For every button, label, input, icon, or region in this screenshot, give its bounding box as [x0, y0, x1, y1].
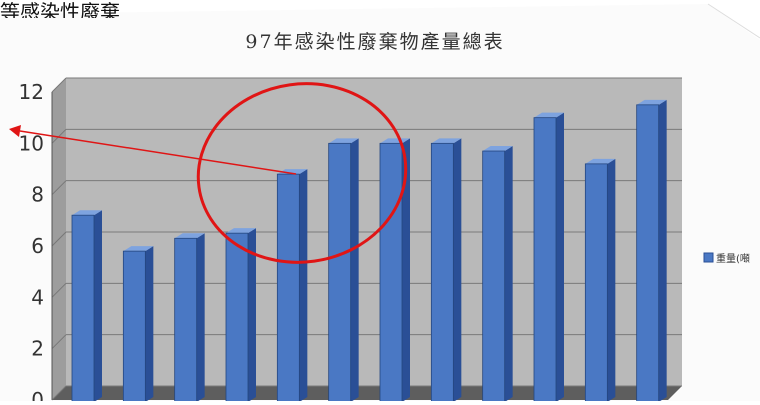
- bar-top-face: [534, 112, 564, 118]
- chart-title: 97年感染性廢棄物產量總表: [245, 31, 504, 53]
- bar-front-face: [533, 117, 557, 403]
- bar-top-face: [431, 138, 462, 144]
- bar-4: [225, 228, 256, 403]
- bar-side-face: [196, 233, 205, 402]
- page-caption: 等感染性廢棄: [0, 0, 120, 18]
- legend-swatch: [703, 252, 714, 263]
- y-tick-label: 4: [31, 285, 44, 309]
- bar-top-face: [72, 210, 102, 216]
- bar-top-face: [174, 233, 205, 239]
- bar-front-face: [584, 163, 608, 403]
- chart-floor: [52, 386, 682, 400]
- bar-6: [328, 138, 359, 403]
- annotation-arrow-head: [9, 125, 21, 137]
- bar-9: [482, 146, 513, 403]
- bar-side-face: [299, 169, 308, 402]
- bar-top-face: [482, 146, 513, 152]
- bar-front-face: [482, 150, 506, 403]
- bar-side-face: [453, 138, 462, 403]
- bar-front-face: [71, 214, 95, 403]
- bar-3: [174, 233, 205, 403]
- bar-10: [533, 112, 564, 403]
- bar-5: [276, 169, 308, 403]
- bar-side-face: [248, 228, 256, 402]
- gridline-side: [51, 385, 67, 401]
- bar-front-face: [122, 250, 146, 403]
- legend-label: 重量(噸: [716, 252, 750, 265]
- bar-front-face: [636, 104, 660, 403]
- gridline-side: [51, 282, 67, 298]
- bar-side-face: [556, 112, 564, 403]
- bar-top-face: [585, 158, 616, 164]
- bar-side-face: [504, 146, 513, 402]
- bar-2: [122, 246, 154, 403]
- gridline-side: [51, 77, 67, 93]
- bar-top-face: [226, 228, 256, 234]
- bar-top-face: [636, 99, 667, 105]
- bar-side-face: [607, 158, 616, 402]
- bar-front-face: [328, 142, 352, 403]
- annotation-arrow-line: [19, 130, 297, 175]
- bar-top-face: [123, 246, 154, 252]
- paper-edge: [707, 3, 760, 39]
- bar-side-face: [402, 138, 410, 403]
- y-tick-label: 6: [31, 234, 44, 258]
- bar-front-face: [174, 237, 198, 403]
- bar-8: [430, 138, 462, 403]
- y-tick-label: 10: [19, 131, 44, 155]
- bar-side-face: [350, 138, 359, 403]
- bar-side-face: [145, 246, 154, 402]
- bar-12: [636, 99, 667, 403]
- gridline-side: [51, 334, 67, 350]
- gridline-side: [51, 231, 67, 247]
- y-tick-label: 0: [31, 388, 44, 401]
- bar-11: [584, 158, 616, 403]
- bar-7: [379, 138, 410, 403]
- y-tick-label: 2: [31, 337, 44, 361]
- y-tick-label: 12: [19, 80, 44, 104]
- bar-front-face: [276, 173, 300, 403]
- bar-front-face: [430, 142, 454, 403]
- bar-side-face: [94, 210, 102, 402]
- bar-side-face: [658, 99, 667, 402]
- bar-top-face: [380, 138, 410, 144]
- y-tick-label: 8: [31, 183, 44, 207]
- bar-top-face: [328, 138, 359, 144]
- bar-1: [71, 210, 102, 403]
- bar-front-face: [225, 232, 249, 403]
- annotation-circle: [196, 82, 408, 264]
- bar-front-face: [379, 142, 403, 403]
- gridline-side: [51, 180, 67, 196]
